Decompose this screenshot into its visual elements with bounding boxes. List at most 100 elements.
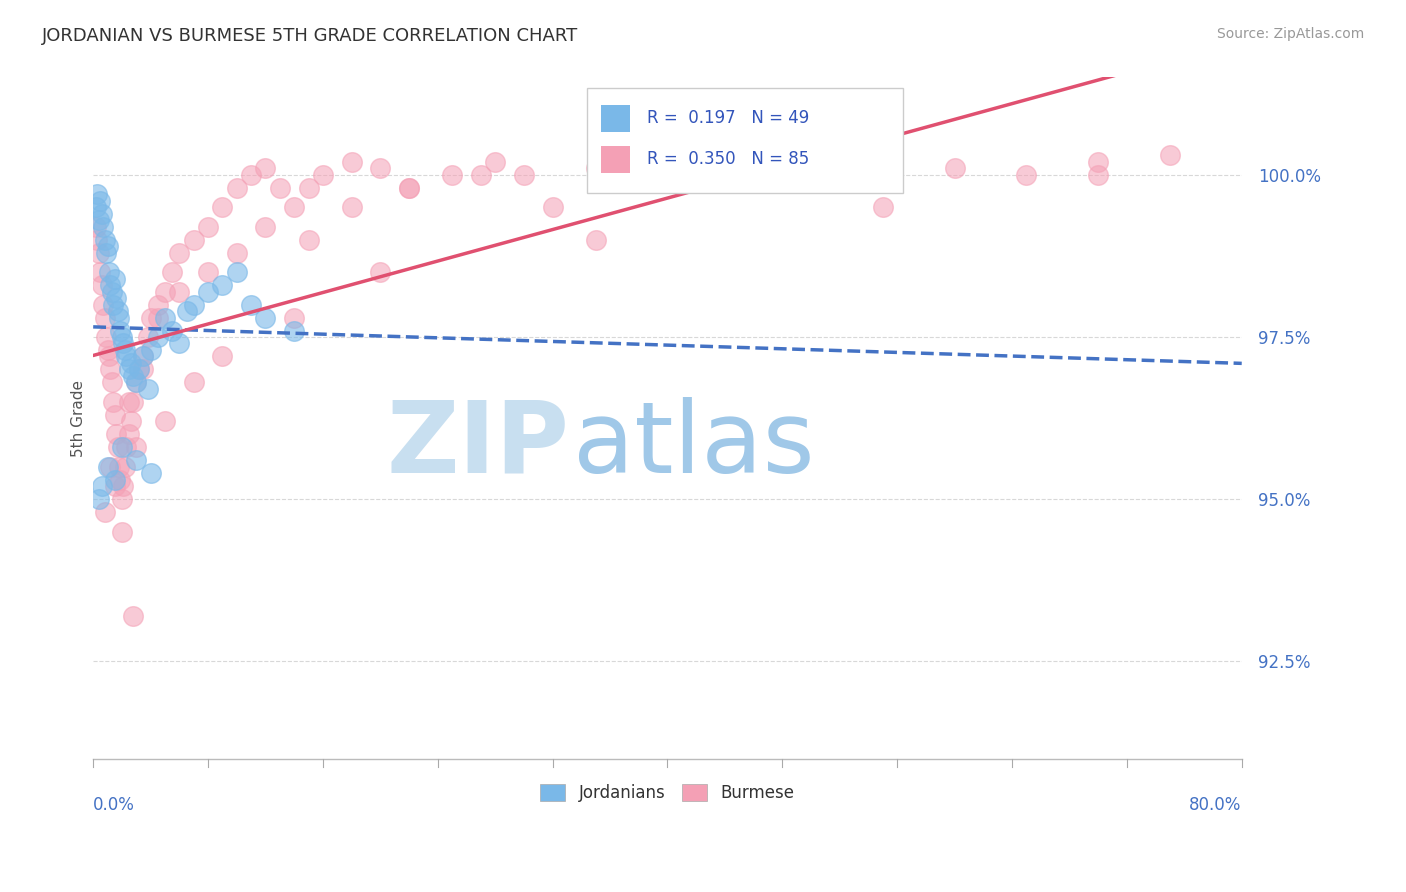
Point — [110, 473, 132, 487]
Point — [104, 271, 127, 285]
Point — [283, 310, 305, 325]
Point — [91, 219, 114, 234]
Point — [183, 297, 205, 311]
Point — [225, 245, 247, 260]
Point — [368, 161, 391, 176]
Point — [103, 297, 125, 311]
Point — [657, 148, 679, 162]
Point — [96, 459, 118, 474]
Point — [283, 200, 305, 214]
Point — [125, 376, 148, 390]
Point — [93, 310, 115, 325]
Point — [197, 285, 219, 299]
Point — [398, 180, 420, 194]
Point — [211, 350, 233, 364]
Point — [111, 524, 134, 539]
Point — [136, 382, 159, 396]
Point — [100, 362, 122, 376]
FancyBboxPatch shape — [588, 87, 903, 194]
Point — [254, 310, 277, 325]
Point — [104, 408, 127, 422]
Point — [484, 154, 506, 169]
Point — [160, 265, 183, 279]
Point — [115, 440, 138, 454]
Y-axis label: 5th Grade: 5th Grade — [72, 380, 86, 457]
Point — [87, 245, 110, 260]
Point — [197, 265, 219, 279]
Point — [98, 265, 121, 279]
Point — [100, 278, 122, 293]
Point — [111, 492, 134, 507]
Point — [91, 297, 114, 311]
Point — [728, 161, 751, 176]
Point — [169, 285, 191, 299]
Point — [297, 233, 319, 247]
Point — [254, 161, 277, 176]
Point — [1087, 154, 1109, 169]
Point — [114, 343, 136, 357]
Text: ZIP: ZIP — [387, 397, 569, 494]
Point — [153, 310, 176, 325]
Point — [122, 395, 145, 409]
Point — [86, 233, 108, 247]
Point — [120, 356, 142, 370]
Legend: Jordanians, Burmese: Jordanians, Burmese — [534, 777, 801, 808]
Point — [139, 310, 162, 325]
Point — [146, 310, 169, 325]
Point — [125, 440, 148, 454]
Point — [104, 479, 127, 493]
Point — [183, 376, 205, 390]
Point — [110, 324, 132, 338]
Point — [800, 168, 823, 182]
Point — [107, 304, 129, 318]
Point — [169, 336, 191, 351]
Point — [240, 168, 263, 182]
Point — [153, 414, 176, 428]
Point — [101, 285, 124, 299]
Text: JORDANIAN VS BURMESE 5TH GRADE CORRELATION CHART: JORDANIAN VS BURMESE 5TH GRADE CORRELATI… — [42, 27, 578, 45]
Point — [441, 168, 464, 182]
Text: R =  0.197   N = 49: R = 0.197 N = 49 — [647, 110, 808, 128]
Point — [111, 330, 134, 344]
Point — [283, 324, 305, 338]
Point — [90, 207, 112, 221]
Text: R =  0.350   N = 85: R = 0.350 N = 85 — [647, 150, 808, 169]
Point — [183, 233, 205, 247]
Point — [108, 459, 131, 474]
Point — [132, 350, 155, 364]
Point — [513, 168, 536, 182]
Point — [132, 362, 155, 376]
Point — [122, 368, 145, 383]
Point — [93, 233, 115, 247]
Point — [120, 414, 142, 428]
Point — [115, 350, 138, 364]
Point — [84, 219, 107, 234]
Point — [107, 440, 129, 454]
Text: 0.0%: 0.0% — [93, 797, 135, 814]
Point — [541, 200, 564, 214]
Point — [98, 350, 121, 364]
Point — [84, 200, 107, 214]
Point — [125, 376, 148, 390]
Point — [118, 362, 141, 376]
Point — [112, 336, 135, 351]
FancyBboxPatch shape — [600, 104, 630, 132]
Point — [93, 505, 115, 519]
Point — [169, 245, 191, 260]
Point — [153, 285, 176, 299]
Point — [470, 168, 492, 182]
Point — [101, 376, 124, 390]
Point — [312, 168, 335, 182]
Point — [225, 180, 247, 194]
Point — [105, 291, 128, 305]
Point — [122, 609, 145, 624]
Point — [94, 330, 117, 344]
Point — [225, 265, 247, 279]
Point — [118, 395, 141, 409]
Point — [943, 161, 966, 176]
Point — [197, 219, 219, 234]
FancyBboxPatch shape — [600, 145, 630, 173]
Point — [297, 180, 319, 194]
Point — [94, 245, 117, 260]
Point — [111, 440, 134, 454]
